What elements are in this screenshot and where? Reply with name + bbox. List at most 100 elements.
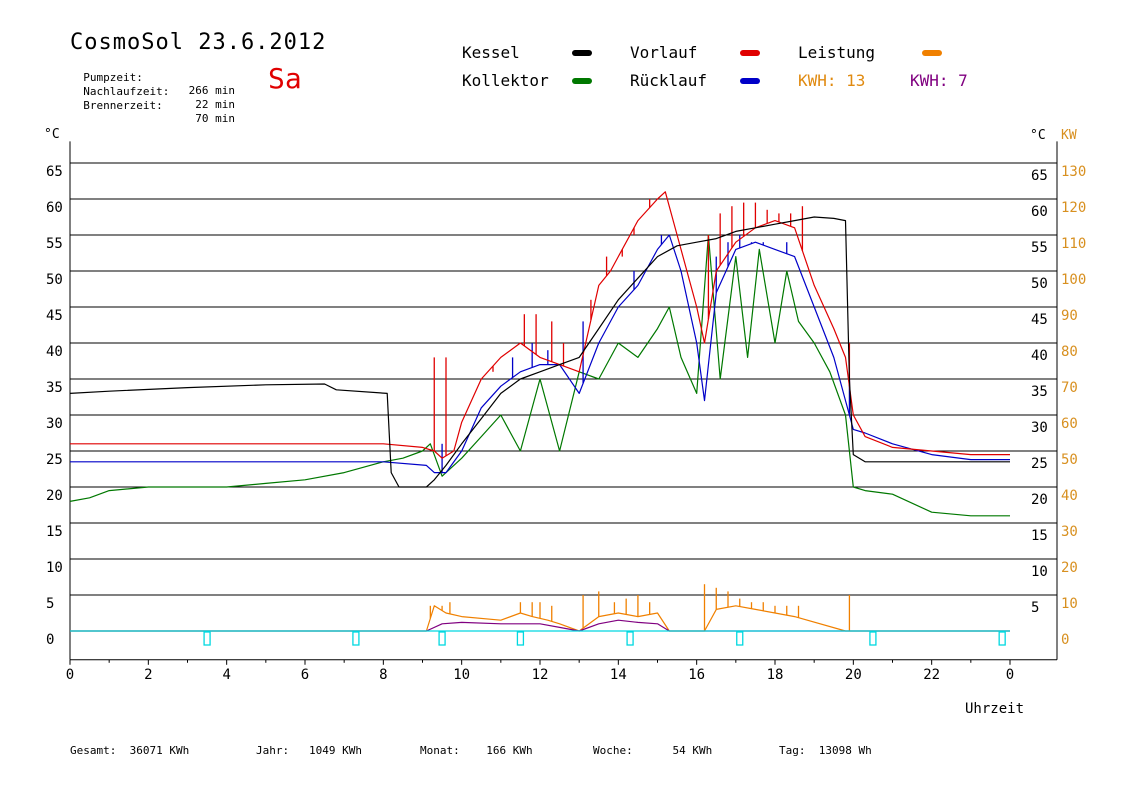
- x-tick-label: 4: [222, 667, 230, 683]
- y-tick-right-c: 60: [1031, 204, 1048, 220]
- pumpzeit-value: 266 min: [188, 84, 235, 97]
- legend-kessel-label: Kessel: [462, 43, 520, 62]
- y-tick-right-kw: 30: [1061, 524, 1078, 540]
- pump-marker: [352, 631, 360, 646]
- y-tick-right-kw: 40: [1061, 488, 1078, 504]
- brennerzeit-value: 70 min: [195, 112, 235, 125]
- y-tick-right-kw: 10: [1061, 596, 1078, 612]
- y-tick-right-c: 35: [1031, 384, 1048, 400]
- y-tick-left: 30: [46, 416, 63, 432]
- legend-ruecklauf-label: Rücklauf: [630, 71, 708, 90]
- y-tick-right-c: 55: [1031, 240, 1048, 256]
- pumpzeit-label: Pumpzeit:: [83, 71, 143, 84]
- legend-vorlauf-swatch: [740, 50, 760, 56]
- kwh-total-1: KWH: 13: [798, 71, 866, 90]
- page-title: CosmoSol 23.6.2012: [70, 30, 327, 55]
- x-tick-label: 20: [845, 667, 862, 683]
- brennerzeit-row: Brennerzeit: 70 min: [70, 86, 235, 125]
- x-tick-label: 0: [66, 667, 74, 683]
- x-tick-label: 2: [144, 667, 152, 683]
- y-tick-right-kw: 110: [1061, 236, 1086, 252]
- y-tick-right-kw: 70: [1061, 380, 1078, 396]
- y-tick-left: 10: [46, 560, 63, 576]
- footer-woche: Woche: 54 KWh: [593, 744, 713, 757]
- y-tick-left: 5: [46, 596, 54, 612]
- x-tick-label: 8: [379, 667, 387, 683]
- footer-monat: Monat: 166 KWh: [420, 744, 533, 757]
- y-tick-left: 45: [46, 308, 63, 324]
- y-tick-right-c: 15: [1031, 528, 1048, 544]
- x-tick-label: 16: [688, 667, 705, 683]
- legend-vorlauf-label: Vorlauf: [630, 43, 698, 62]
- x-tick-label: 12: [532, 667, 549, 683]
- pump-marker: [998, 631, 1006, 646]
- pump-marker: [626, 631, 634, 646]
- y-tick-left: 35: [46, 380, 63, 396]
- y-tick-left: 25: [46, 452, 63, 468]
- y-tick-right-c: 30: [1031, 420, 1048, 436]
- series-line-kessel: [69, 216, 1010, 488]
- x-axis-label: Uhrzeit: [965, 701, 1025, 717]
- y-tick-left: 50: [46, 272, 63, 288]
- pump-marker: [736, 631, 744, 646]
- nachlaufzeit-value: 22 min: [195, 98, 235, 111]
- y-tick-right-c: 20: [1031, 492, 1048, 508]
- y-tick-right-kw: 60: [1061, 416, 1078, 432]
- y-tick-right-c: 10: [1031, 564, 1048, 580]
- y-tick-right-kw: 120: [1061, 200, 1086, 216]
- series-line-vorlauf: [70, 191, 1010, 459]
- y-tick-right-c: 25: [1031, 456, 1048, 472]
- series-line-kollektor: [69, 234, 1010, 517]
- series-line-kwh2: [70, 619, 1010, 632]
- series-line-ruecklauf: [70, 234, 1010, 474]
- pump-marker: [203, 631, 211, 646]
- brennerzeit-label: Brennerzeit:: [83, 99, 163, 112]
- nachlaufzeit-label: Nachlaufzeit:: [83, 85, 170, 98]
- y-tick-left: 15: [46, 524, 63, 540]
- legend-kollektor-label: Kollektor: [462, 71, 549, 90]
- pumpzeit-row: Pumpzeit: 266 min: [70, 58, 235, 97]
- footer-tag: Tag: 13098 Wh: [779, 744, 872, 757]
- pump-marker: [516, 631, 525, 646]
- x-tick-label: 18: [767, 667, 784, 683]
- left-axis-unit: °C: [44, 127, 60, 142]
- y-tick-right-kw: 50: [1061, 452, 1078, 468]
- y-tick-left: 55: [46, 236, 63, 252]
- y-tick-left: 65: [46, 164, 63, 180]
- pump-marker: [438, 631, 446, 646]
- legend-ruecklauf-swatch: [740, 78, 760, 84]
- y-tick-right-kw: 20: [1061, 560, 1078, 576]
- y-tick-right-c: 50: [1031, 276, 1048, 292]
- footer-jahr: Jahr: 1049 KWh: [256, 744, 362, 757]
- day-label: Sa: [268, 62, 302, 95]
- y-tick-right-kw: 130: [1061, 164, 1086, 180]
- y-tick-right-c: 40: [1031, 348, 1048, 364]
- kwh-total-2: KWH: 7: [910, 71, 968, 90]
- pump-marker: [869, 631, 877, 646]
- x-tick-label: 22: [923, 667, 940, 683]
- y-tick-right-kw: 0: [1061, 632, 1069, 648]
- legend-leistung-swatch: [922, 50, 942, 56]
- y-tick-right-kw: 90: [1061, 308, 1078, 324]
- y-tick-right-c: 5: [1031, 600, 1039, 616]
- legend-kollektor-swatch: [572, 78, 592, 84]
- y-tick-right-kw: 80: [1061, 344, 1078, 360]
- y-tick-left: 60: [46, 200, 63, 216]
- y-tick-left: 40: [46, 344, 63, 360]
- x-tick-label: 0: [1006, 667, 1014, 683]
- right-axis-unit-c: °C: [1030, 128, 1046, 143]
- legend-kessel-swatch: [572, 50, 592, 56]
- right-axis-unit-kw: KW: [1061, 128, 1077, 143]
- x-tick-label: 6: [301, 667, 309, 683]
- legend-leistung-label: Leistung: [798, 43, 876, 62]
- x-tick-label: 10: [453, 667, 470, 683]
- footer-gesamt: Gesamt: 36071 KWh: [70, 744, 190, 757]
- y-tick-left: 0: [46, 632, 54, 648]
- nachlaufzeit-row: Nachlaufzeit: 22 min: [70, 72, 235, 111]
- y-tick-right-c: 65: [1031, 168, 1048, 184]
- y-tick-left: 20: [46, 488, 63, 504]
- y-tick-right-c: 45: [1031, 312, 1048, 328]
- x-tick-label: 14: [610, 667, 627, 683]
- y-tick-right-kw: 100: [1061, 272, 1086, 288]
